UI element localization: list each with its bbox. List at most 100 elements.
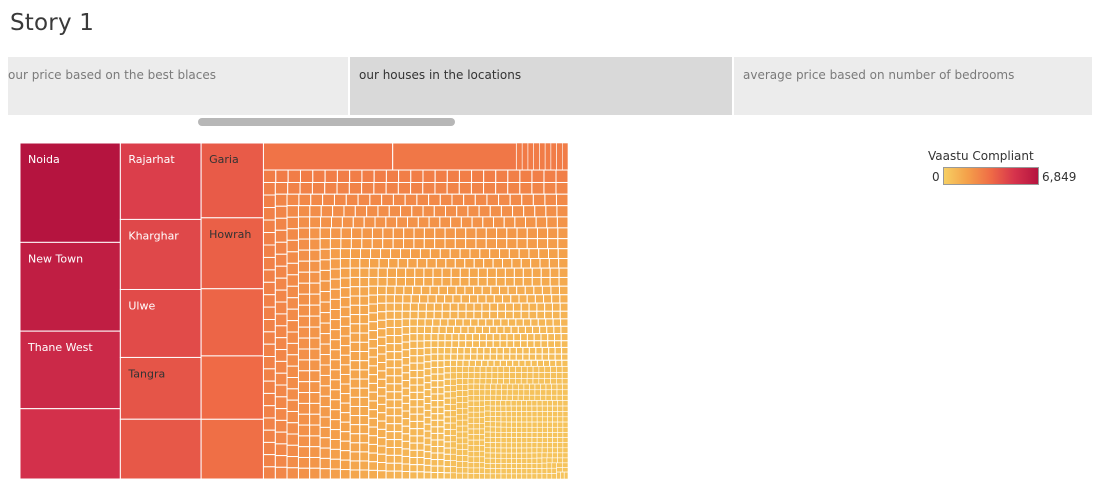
treemap-cell[interactable] — [531, 463, 538, 469]
treemap-cell[interactable] — [485, 294, 495, 304]
treemap-cell[interactable] — [445, 258, 456, 269]
treemap-cell[interactable] — [423, 340, 432, 349]
treemap-cell[interactable] — [320, 205, 334, 218]
treemap-cell[interactable] — [485, 340, 494, 348]
treemap-cell[interactable] — [515, 346, 524, 355]
treemap-cell[interactable] — [359, 387, 370, 398]
treemap-cell[interactable]: Noida — [20, 143, 121, 243]
treemap-cell[interactable] — [297, 413, 311, 426]
treemap-cell[interactable] — [500, 405, 507, 412]
treemap-cell[interactable] — [286, 365, 299, 379]
treemap-cell[interactable] — [434, 169, 448, 183]
treemap-cell[interactable] — [504, 310, 514, 320]
treemap-cell[interactable] — [481, 359, 489, 367]
treemap-cell[interactable] — [504, 267, 515, 278]
treemap-cell[interactable] — [359, 295, 370, 306]
treemap-cell[interactable] — [416, 347, 425, 357]
treemap-cell[interactable] — [473, 389, 480, 396]
treemap-cell[interactable] — [262, 380, 276, 394]
treemap-cell[interactable] — [511, 437, 517, 444]
treemap-cell[interactable] — [409, 340, 418, 349]
treemap-cell[interactable] — [505, 400, 512, 407]
treemap-cell[interactable] — [521, 452, 528, 459]
treemap-cell[interactable] — [393, 351, 403, 361]
treemap-cell[interactable] — [506, 389, 514, 396]
treemap-cell[interactable] — [438, 325, 447, 335]
treemap-cell[interactable] — [319, 354, 331, 366]
treemap-cell[interactable] — [477, 318, 487, 327]
treemap-cell[interactable] — [443, 422, 451, 430]
treemap-cell[interactable] — [385, 470, 395, 479]
treemap-cell[interactable] — [557, 405, 564, 412]
treemap-cell[interactable] — [441, 276, 452, 287]
treemap-cell[interactable] — [422, 169, 436, 183]
treemap-cell[interactable] — [388, 258, 399, 269]
treemap-cell[interactable] — [479, 417, 485, 424]
treemap-cell[interactable] — [542, 426, 548, 433]
treemap-cell[interactable] — [416, 325, 426, 335]
treemap-cell[interactable] — [522, 346, 530, 355]
treemap-cell[interactable] — [495, 457, 502, 464]
treemap-cell[interactable] — [274, 419, 288, 433]
treemap-cell[interactable] — [274, 337, 288, 351]
treemap-cell[interactable] — [489, 463, 496, 469]
treemap-cell[interactable] — [385, 439, 395, 448]
treemap-cell[interactable] — [430, 400, 439, 408]
treemap-cell[interactable] — [543, 294, 553, 304]
treemap-cell[interactable]: Garia — [200, 143, 264, 219]
treemap-cell[interactable] — [536, 442, 543, 449]
treemap-cell[interactable] — [500, 432, 507, 438]
treemap-cell[interactable] — [516, 452, 523, 459]
treemap-cell[interactable] — [546, 457, 553, 464]
treemap-cell[interactable] — [409, 399, 418, 408]
treemap-cell[interactable] — [423, 416, 432, 425]
treemap-cell[interactable] — [377, 395, 387, 405]
treemap-cell[interactable] — [377, 276, 388, 287]
treemap-cell[interactable] — [359, 341, 370, 353]
treemap-cell[interactable] — [551, 473, 557, 479]
treemap-cell[interactable] — [274, 241, 288, 255]
treemap-cell[interactable] — [416, 377, 425, 386]
treemap-cell[interactable] — [274, 325, 288, 339]
treemap-cell[interactable] — [368, 391, 379, 402]
treemap-cell[interactable] — [473, 411, 480, 419]
treemap-cell[interactable] — [297, 260, 311, 273]
treemap-cell[interactable] — [393, 335, 403, 345]
treemap-cell[interactable] — [525, 216, 537, 229]
treemap-cell[interactable] — [531, 421, 538, 428]
treemap-cell[interactable] — [473, 406, 480, 413]
treemap-cell[interactable] — [558, 285, 568, 296]
treemap-cell[interactable] — [443, 466, 451, 474]
treemap-cell[interactable] — [404, 276, 416, 287]
treemap-cell[interactable] — [401, 410, 411, 420]
treemap-cell[interactable] — [516, 405, 522, 412]
treemap-cell[interactable] — [443, 447, 451, 455]
treemap-cell[interactable] — [547, 405, 553, 412]
treemap-cell[interactable] — [456, 467, 463, 474]
treemap-cell[interactable] — [531, 457, 538, 464]
treemap-cell[interactable] — [377, 362, 387, 372]
treemap-cell[interactable] — [330, 227, 342, 240]
treemap-cell[interactable] — [510, 294, 520, 304]
treemap-cell[interactable] — [538, 248, 550, 259]
treemap-cell[interactable] — [423, 396, 432, 405]
treemap-cell[interactable] — [398, 169, 412, 183]
treemap-cell[interactable] — [430, 393, 439, 402]
treemap-cell[interactable] — [443, 378, 451, 387]
treemap-cell[interactable] — [412, 285, 422, 296]
treemap-cell[interactable] — [558, 258, 568, 269]
treemap-cell[interactable] — [500, 463, 507, 469]
treemap-cell[interactable] — [458, 181, 472, 195]
treemap-cell[interactable] — [419, 248, 431, 259]
treemap-cell[interactable] — [349, 378, 361, 389]
treemap-cell[interactable] — [555, 169, 568, 183]
treemap-cell[interactable] — [403, 227, 415, 240]
treemap-cell[interactable] — [297, 304, 311, 317]
treemap-cell[interactable] — [462, 384, 469, 391]
treemap-cell[interactable] — [262, 294, 276, 308]
treemap-cell[interactable] — [458, 169, 473, 183]
treemap-cell[interactable] — [550, 372, 557, 379]
treemap-cell[interactable] — [319, 468, 331, 479]
treemap-cell[interactable] — [472, 333, 481, 342]
treemap-cell[interactable] — [521, 458, 528, 464]
